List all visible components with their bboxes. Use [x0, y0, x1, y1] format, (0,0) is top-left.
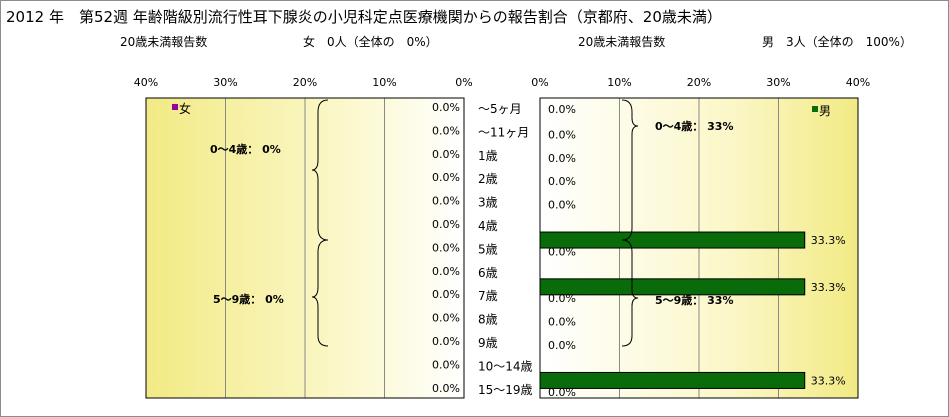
male-brace-5-9 — [621, 239, 639, 347]
female-value-label: 0.0% — [432, 101, 460, 114]
legend-male-label: 男 — [819, 104, 831, 118]
male-value-label: 0.0% — [548, 386, 576, 399]
female-value-label: 0.0% — [432, 335, 460, 348]
male-brace-0-4 — [621, 99, 639, 241]
female-tick-label: 40% — [134, 76, 158, 89]
female-panel: 0% 10% 20% 30% 40% 0.0% 0.0% 0.0% 0.0% 0.0% 0.0% 0… — [134, 76, 473, 399]
male-value-label: 0.0% — [548, 339, 576, 352]
male-value-label: 0.0% — [548, 245, 576, 258]
female-value-label: 0.0% — [432, 195, 460, 208]
male-annotation-5-9: 5～9歳： 33% — [655, 293, 733, 307]
female-brace-0-4 — [311, 99, 329, 241]
category-label: 8歳 — [478, 313, 498, 327]
category-label: 2歳 — [478, 172, 498, 186]
male-tick-label: 20% — [687, 76, 711, 89]
female-value-label: 0.0% — [432, 218, 460, 231]
male-panel: 0% 10% 20% 30% 40% 0.0% 0.0% 0.0% 0.0% 0.0% 33.3%… — [531, 76, 870, 399]
female-tick-label: 20% — [293, 76, 317, 89]
female-value-label: 0.0% — [432, 265, 460, 278]
right-header-label: 20歳未満報告数 — [578, 34, 665, 49]
female-value-label: 0.0% — [432, 148, 460, 161]
male-bar — [539, 231, 806, 249]
category-label: 5歳 — [478, 242, 498, 256]
category-label: 15～19歳 — [478, 383, 533, 397]
category-label: 1歳 — [478, 149, 498, 163]
male-value-label: 0.0% — [548, 128, 576, 141]
female-tick-label: 30% — [213, 76, 237, 89]
category-label: ～5ヶ月 — [478, 102, 522, 116]
male-value-label: 0.0% — [548, 199, 576, 212]
category-label: 4歳 — [478, 219, 498, 233]
female-tick-label: 10% — [372, 76, 396, 89]
male-plot-border — [539, 97, 859, 399]
chart-title: 2012 年 第52週 年齢階級別流行性耳下腺炎の小児科定点医療機関からの報告割… — [6, 8, 722, 26]
female-value-label: 0.0% — [432, 241, 460, 254]
female-value-label: 0.0% — [432, 124, 460, 137]
category-label: ～11ヶ月 — [478, 125, 529, 139]
left-header-label: 20歳未満報告数 — [120, 34, 207, 49]
right-header-summary: 男 3人（全体の 100%） — [762, 34, 912, 49]
male-value-label: 0.0% — [548, 103, 576, 116]
male-bar — [539, 278, 806, 296]
male-annotation-0-4: 0～4歳： 33% — [655, 119, 733, 133]
male-value-label: 0.0% — [548, 175, 576, 188]
category-label: 9歳 — [478, 336, 498, 350]
female-value-label: 0.0% — [432, 288, 460, 301]
male-value-label: 0.0% — [548, 316, 576, 329]
female-value-label: 0.0% — [432, 382, 460, 395]
category-label: 10～14歳 — [478, 359, 533, 373]
female-tick-label: 0% — [455, 76, 472, 89]
female-brace-5-9 — [311, 239, 329, 347]
male-value-label: 33.3% — [811, 234, 846, 247]
male-tick-label: 0% — [531, 76, 548, 89]
legend-female-label: 女 — [179, 101, 191, 116]
category-label: 6歳 — [478, 266, 498, 280]
age-category-labels: ～5ヶ月 ～11ヶ月 1歳 2歳 3歳 4歳 5歳 6歳 7歳 8歳 9歳 10～14歳 15～19歳 — [478, 102, 533, 397]
legend-male-swatch — [812, 106, 818, 112]
category-label: 3歳 — [478, 196, 498, 210]
male-tick-label: 10% — [607, 76, 631, 89]
category-label: 7歳 — [478, 289, 498, 303]
male-value-label: 0.0% — [548, 292, 576, 305]
male-bar — [539, 371, 806, 389]
male-tick-label: 40% — [846, 76, 870, 89]
male-value-label: 33.3% — [811, 281, 846, 294]
legend-female-swatch — [172, 104, 178, 110]
male-tick-label: 30% — [766, 76, 790, 89]
female-value-label: 0.0% — [432, 171, 460, 184]
female-annotation-5-9: 5～9歳： 0% — [213, 292, 284, 306]
female-plot-border — [145, 97, 465, 399]
female-annotation-0-4: 0～4歳： 0% — [210, 142, 281, 156]
female-value-label: 0.0% — [432, 312, 460, 325]
male-value-label: 0.0% — [548, 152, 576, 165]
female-value-label: 0.0% — [432, 358, 460, 371]
left-header-summary: 女 0人（全体の 0%） — [303, 34, 438, 49]
male-value-label: 33.3% — [811, 374, 846, 387]
